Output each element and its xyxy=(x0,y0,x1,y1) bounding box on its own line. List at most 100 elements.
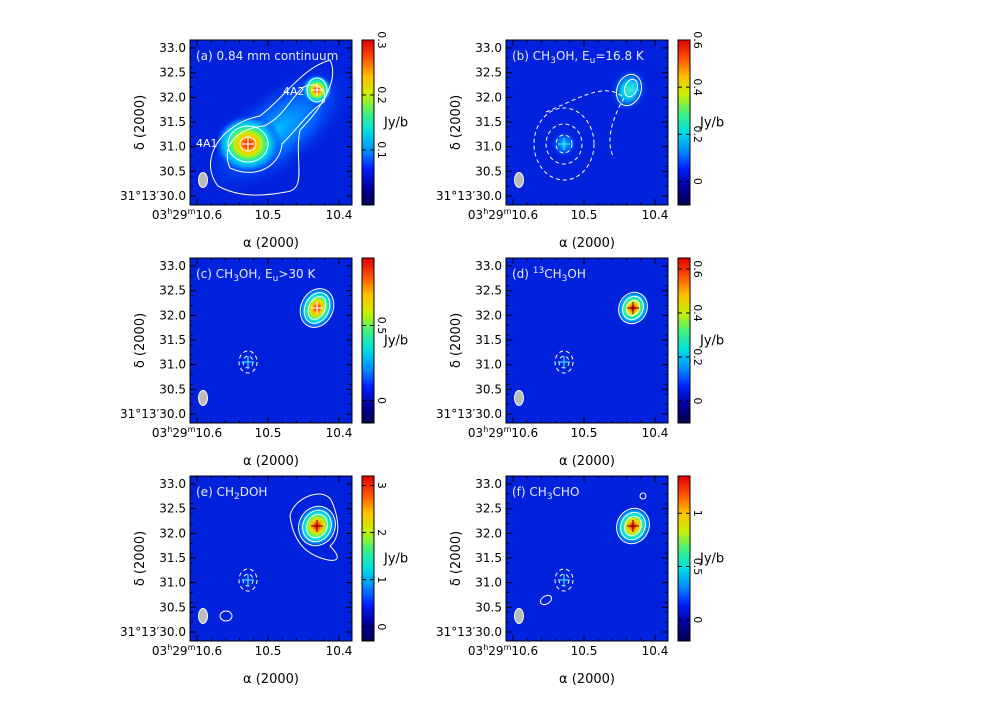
source-marker-4A2 xyxy=(627,302,639,314)
beam-ellipse xyxy=(198,172,208,188)
panel-b: (b) CH3OH, Eu=16.8 K 03h29m10.6 10.5 10.4 33… xyxy=(436,31,724,251)
panel-title: (e) CH2DOH xyxy=(196,485,267,502)
x-tick-label: 03h29m10.6 xyxy=(468,207,538,222)
panel-title: (d) 13CH3OH xyxy=(512,266,586,284)
x-tick-label: 03h29m10.6 xyxy=(152,425,222,440)
contour-4A2-1 xyxy=(618,291,648,325)
y-tick-label: 33.0 xyxy=(159,259,186,273)
y-tick-label: 32.5 xyxy=(475,66,502,80)
x-axis-label: α (2000) xyxy=(243,672,299,687)
y-tick-label: 31°13′30.0 xyxy=(120,625,186,639)
negative-contour-4A1 xyxy=(554,568,574,592)
map-noise xyxy=(506,40,668,205)
source-marker-4A1 xyxy=(558,138,570,150)
colorbar-tick-label: 0.2 xyxy=(691,348,704,366)
map-background xyxy=(190,476,352,641)
colorbar-tick-label: 0.6 xyxy=(691,31,704,49)
y-tick-label: 31°13′30.0 xyxy=(436,625,502,639)
source-marker-4A1 xyxy=(242,138,254,150)
map-noise xyxy=(506,258,668,423)
source-marker-4A1 xyxy=(558,356,570,368)
x-axis-label: α (2000) xyxy=(559,454,615,469)
contour-4A2-3 xyxy=(624,515,642,537)
y-tick-label: 30.5 xyxy=(159,600,186,614)
x-tick-label: 10.4 xyxy=(326,426,353,440)
y-tick-label: 31°13′30.0 xyxy=(436,407,502,421)
x-axis-label: α (2000) xyxy=(559,236,615,251)
panel-title: (c) CH3OH, Eu>30 K xyxy=(196,267,316,284)
colorbar-tick-label: 0.5 xyxy=(375,317,388,335)
colorbar-tick-label: 0 xyxy=(691,178,704,185)
y-tick-label: 30.5 xyxy=(475,164,502,178)
y-tick-label: 30.5 xyxy=(475,600,502,614)
x-tick-label: 03h29m10.6 xyxy=(468,425,538,440)
map-background xyxy=(506,476,668,641)
contour-4A2-1 xyxy=(299,288,335,328)
colorbar-tick-label: 0.4 xyxy=(691,78,704,96)
y-axis-label: δ (2000) xyxy=(449,313,464,368)
map-background xyxy=(190,258,352,423)
colorbar-unit-label: Jy/b xyxy=(699,334,724,349)
source-marker-4A2 xyxy=(311,84,323,96)
panel-e: (e) CH2DOH 03h29m10.6 10.5 10.4 33.0 32.5 32.0… xyxy=(120,475,408,687)
negative-contour-outer xyxy=(533,107,595,181)
contour-4A1 xyxy=(227,125,269,163)
source-label-4A2: 4A2 xyxy=(283,85,305,98)
x-tick-label: 10.5 xyxy=(571,644,598,658)
contour-extended xyxy=(289,493,339,561)
colorbar-tick-label: 0 xyxy=(375,397,388,404)
negative-contour-inner xyxy=(555,134,573,154)
panel-c: (c) CH3OH, Eu>30 K 03h29m10.6 10.5 10.4 33.0… xyxy=(120,257,408,469)
y-axis-label: δ (2000) xyxy=(133,95,148,150)
y-tick-label: 30.5 xyxy=(475,382,502,396)
colorbar-tick-label: 0.5 xyxy=(691,558,704,576)
beam-ellipse xyxy=(514,390,524,406)
contour-4A2-1 xyxy=(298,505,336,547)
contour-4A1-inner xyxy=(239,136,257,152)
y-tick-label: 31.0 xyxy=(159,140,186,154)
y-tick-label: 33.0 xyxy=(475,41,502,55)
x-tick-label: 10.4 xyxy=(326,644,353,658)
contour-mid xyxy=(226,84,326,173)
source-marker-4A1 xyxy=(242,356,254,368)
y-tick-label: 32.0 xyxy=(159,90,186,104)
x-tick-label: 10.4 xyxy=(642,426,669,440)
y-tick-label: 31.0 xyxy=(159,576,186,590)
y-tick-label: 31.5 xyxy=(159,115,186,129)
panel-title: (b) CH3OH, Eu=16.8 K xyxy=(512,49,645,66)
x-tick-label: 10.5 xyxy=(255,208,282,222)
colorbar-unit-label: Jy/b xyxy=(383,552,408,567)
panel-title: (a) 0.84 mm continuum xyxy=(196,49,338,63)
colorbar-tick-label: 0.4 xyxy=(691,304,704,322)
y-tick-label: 31.0 xyxy=(475,358,502,372)
colorbar-unit-label: Jy/b xyxy=(383,116,408,131)
y-tick-label: 32.0 xyxy=(159,526,186,540)
beam-ellipse xyxy=(514,608,524,624)
colorbar-unit-label: Jy/b xyxy=(699,552,724,567)
source-marker-4A2 xyxy=(311,520,323,532)
y-axis-label: δ (2000) xyxy=(449,531,464,586)
colorbar-tick-label: 0.2 xyxy=(375,86,388,104)
x-axis-label: α (2000) xyxy=(559,672,615,687)
y-tick-label: 33.0 xyxy=(159,41,186,55)
y-tick-label: 31.5 xyxy=(475,551,502,565)
colorbar xyxy=(361,39,375,206)
y-tick-label: 32.5 xyxy=(159,66,186,80)
y-tick-label: 33.0 xyxy=(475,477,502,491)
colorbar xyxy=(677,257,691,424)
y-tick-label: 31.5 xyxy=(159,551,186,565)
map-noise xyxy=(506,476,668,641)
x-tick-label: 10.5 xyxy=(255,426,282,440)
negative-contour-4A1 xyxy=(554,350,574,374)
y-tick-label: 31.5 xyxy=(475,115,502,129)
y-tick-label: 32.0 xyxy=(159,308,186,322)
colorbar xyxy=(361,475,375,642)
contour-4A2 xyxy=(615,73,643,107)
beam-ellipse xyxy=(198,608,208,624)
colorbar xyxy=(677,39,691,206)
negative-contour-4A1 xyxy=(238,350,258,374)
y-tick-label: 32.0 xyxy=(475,90,502,104)
y-tick-label: 32.5 xyxy=(159,284,186,298)
y-tick-label: 33.0 xyxy=(475,259,502,273)
